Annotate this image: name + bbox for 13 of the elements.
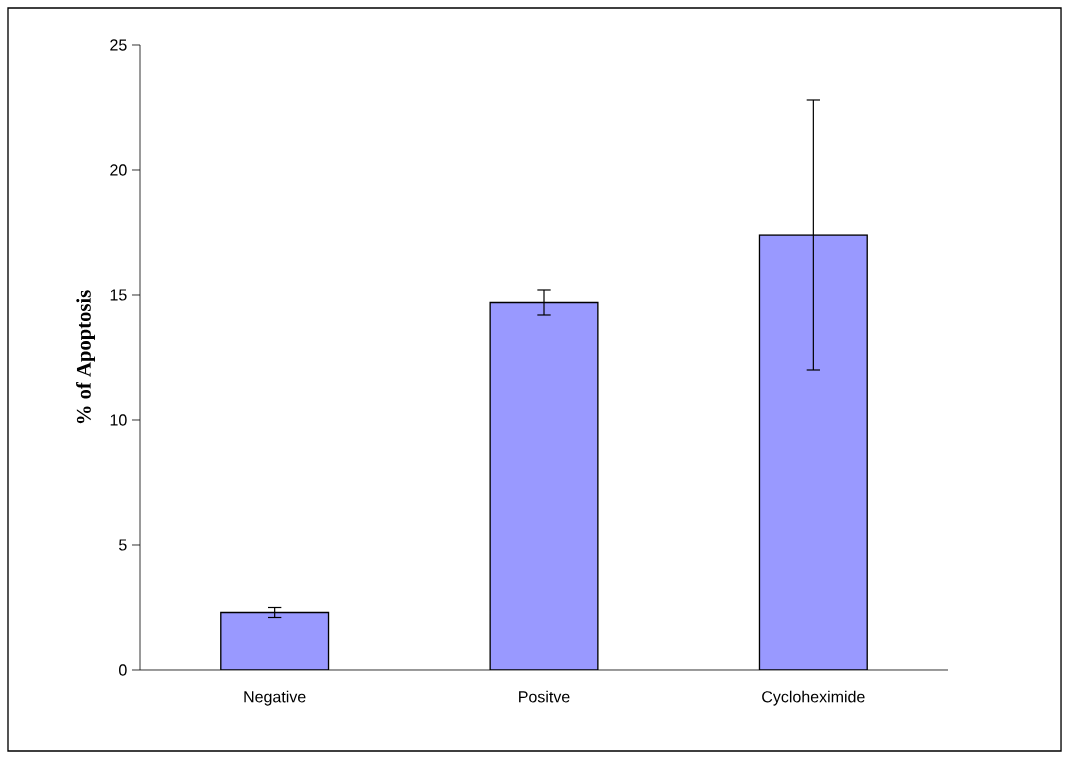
y-tick-label: 15 — [110, 289, 127, 301]
bar — [758, 234, 868, 670]
y-axis-title: % of Apoptosis — [76, 290, 95, 424]
y-tick-label: 5 — [119, 539, 127, 551]
x-tick-label: Positve — [519, 690, 570, 703]
y-tick-label: 25 — [110, 39, 127, 51]
bar — [220, 611, 330, 670]
x-tick-label: Cycloheximide — [762, 690, 865, 706]
bar — [489, 301, 599, 670]
y-tick-label: 10 — [110, 414, 127, 426]
y-tick-label: 0 — [119, 664, 127, 676]
y-tick-label: 20 — [110, 164, 127, 176]
x-tick-label: Negative — [244, 690, 306, 706]
